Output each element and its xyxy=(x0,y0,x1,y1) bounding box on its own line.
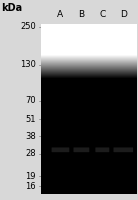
Text: kDa: kDa xyxy=(1,3,22,13)
FancyBboxPatch shape xyxy=(74,147,89,152)
FancyBboxPatch shape xyxy=(52,147,69,152)
Text: 19: 19 xyxy=(25,172,36,181)
Text: C: C xyxy=(99,10,105,19)
Text: 38: 38 xyxy=(25,132,36,141)
FancyBboxPatch shape xyxy=(113,147,133,152)
Text: 250: 250 xyxy=(20,22,36,31)
Text: D: D xyxy=(120,10,127,19)
FancyBboxPatch shape xyxy=(95,147,109,152)
Text: 16: 16 xyxy=(25,182,36,191)
Text: 70: 70 xyxy=(25,96,36,105)
Text: B: B xyxy=(78,10,84,19)
Text: A: A xyxy=(57,10,63,19)
Text: 130: 130 xyxy=(20,60,36,69)
Text: 51: 51 xyxy=(25,115,36,124)
Text: 28: 28 xyxy=(25,149,36,158)
